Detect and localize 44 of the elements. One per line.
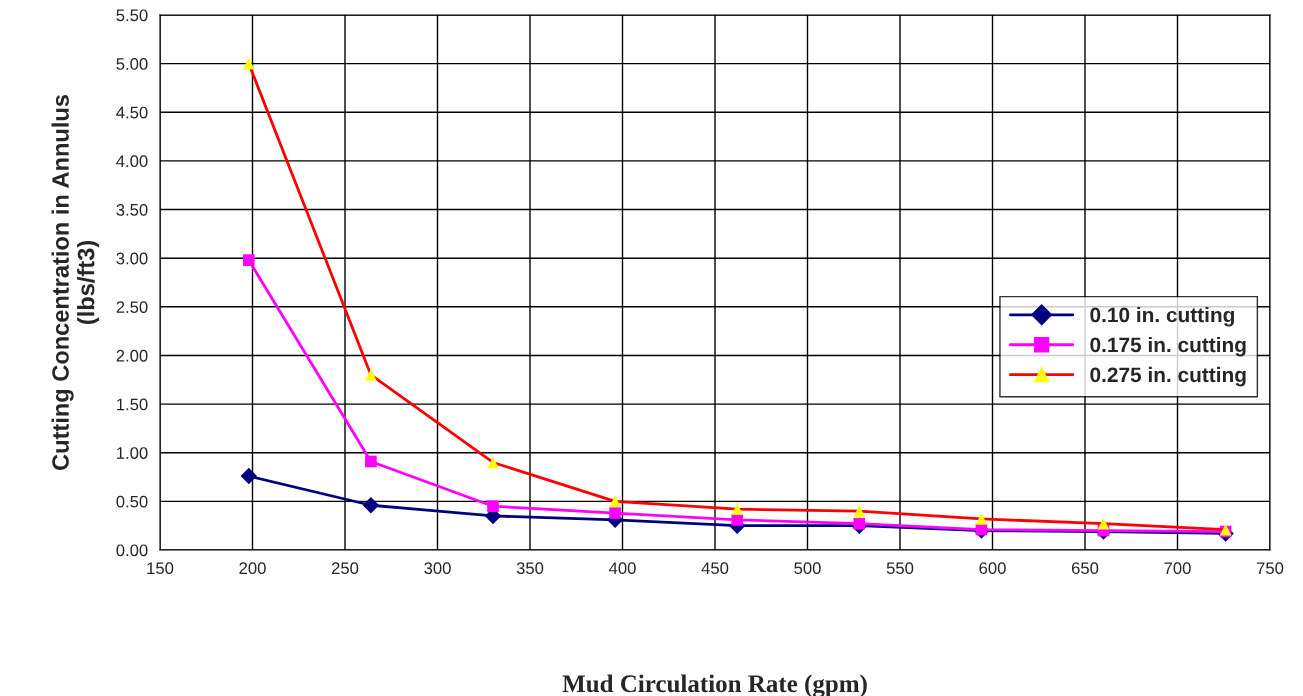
legend-label: 0.275 in. cutting bbox=[1090, 366, 1246, 387]
x-tick-label: 400 bbox=[608, 562, 636, 575]
y-tick-label: 4.50 bbox=[116, 106, 148, 119]
x-tick-label: 700 bbox=[1164, 562, 1191, 575]
y-tick-label: 0.50 bbox=[116, 495, 148, 508]
point bbox=[365, 369, 377, 381]
x-tick-label: 250 bbox=[331, 562, 359, 575]
x-tick-label: 600 bbox=[979, 562, 1006, 575]
y-tick-label: 1.00 bbox=[117, 447, 148, 459]
x-tick-label: 350 bbox=[516, 562, 544, 575]
x-tick-label: 500 bbox=[794, 562, 821, 575]
point bbox=[365, 455, 377, 468]
y-tick-label: 0.00 bbox=[116, 544, 148, 557]
y-tick-label: 4.00 bbox=[116, 155, 148, 168]
y-tick-label: 2.00 bbox=[116, 349, 148, 362]
x-tick-label: 750 bbox=[1256, 562, 1284, 575]
point bbox=[487, 500, 499, 513]
y-tick-label: 3.00 bbox=[116, 252, 148, 265]
y-tick-label: 1.50 bbox=[117, 398, 148, 411]
point bbox=[975, 513, 988, 525]
x-tick-label: 200 bbox=[239, 562, 266, 575]
x-tick-label: 450 bbox=[701, 562, 729, 575]
y-tick-label: 3.50 bbox=[116, 203, 148, 216]
point bbox=[609, 507, 621, 519]
point bbox=[609, 495, 621, 508]
x-tick-label: 550 bbox=[886, 562, 914, 575]
legend-label: 0.10 in. cutting bbox=[1090, 307, 1234, 327]
y-axis-title: Cutting Concentration in Annulus (lbs/ft3) bbox=[51, 95, 100, 470]
point bbox=[240, 467, 258, 485]
legend-label: 0.175 in. cutting bbox=[1090, 336, 1246, 357]
point bbox=[853, 505, 866, 517]
point bbox=[731, 503, 744, 515]
point bbox=[731, 514, 744, 526]
y-tick-label: 2.50 bbox=[116, 301, 148, 314]
x-tick-label: 300 bbox=[424, 562, 451, 575]
point bbox=[853, 517, 866, 530]
x-tick-label: 650 bbox=[1071, 562, 1099, 575]
point bbox=[362, 497, 380, 514]
point bbox=[242, 254, 255, 266]
point bbox=[242, 57, 255, 70]
point bbox=[1097, 517, 1110, 530]
y-tick-label: 5.00 bbox=[116, 58, 148, 70]
y-tick-label: 5.50 bbox=[116, 9, 148, 22]
x-tick-label: 150 bbox=[147, 562, 174, 575]
